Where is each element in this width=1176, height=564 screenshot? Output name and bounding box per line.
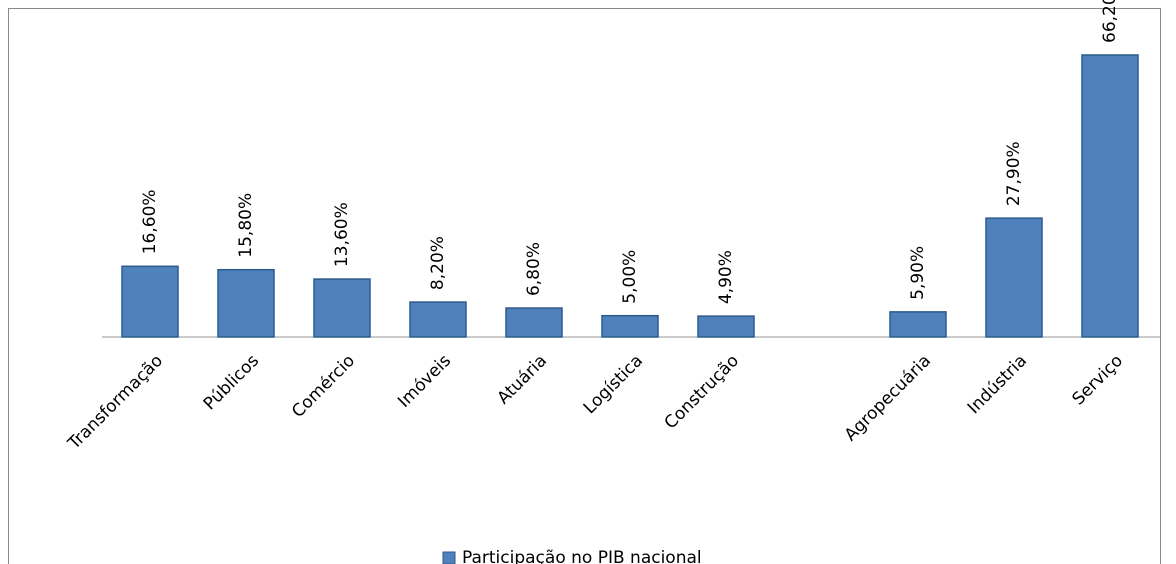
bar — [217, 268, 275, 338]
chart-border — [8, 8, 1161, 564]
data-label: 27,90% — [1004, 141, 1024, 206]
bar — [1081, 54, 1139, 338]
data-label: 6,80% — [524, 242, 544, 296]
bar — [985, 217, 1043, 338]
bar — [409, 301, 467, 338]
bar — [889, 311, 947, 338]
bar — [601, 314, 659, 338]
bar — [121, 265, 179, 338]
bar — [505, 307, 563, 338]
data-label: 4,90% — [716, 250, 736, 304]
data-label: 5,90% — [908, 246, 928, 300]
data-label: 66,20% — [1100, 0, 1120, 43]
bar — [313, 278, 371, 338]
legend-label: Participação no PIB nacional — [462, 548, 702, 564]
data-label: 16,60% — [140, 189, 160, 254]
data-label: 13,60% — [332, 202, 352, 267]
legend-swatch — [442, 551, 456, 564]
data-label: 15,80% — [236, 193, 256, 258]
data-label: 5,00% — [620, 250, 640, 304]
data-label: 8,20% — [428, 236, 448, 290]
bar — [697, 315, 755, 338]
